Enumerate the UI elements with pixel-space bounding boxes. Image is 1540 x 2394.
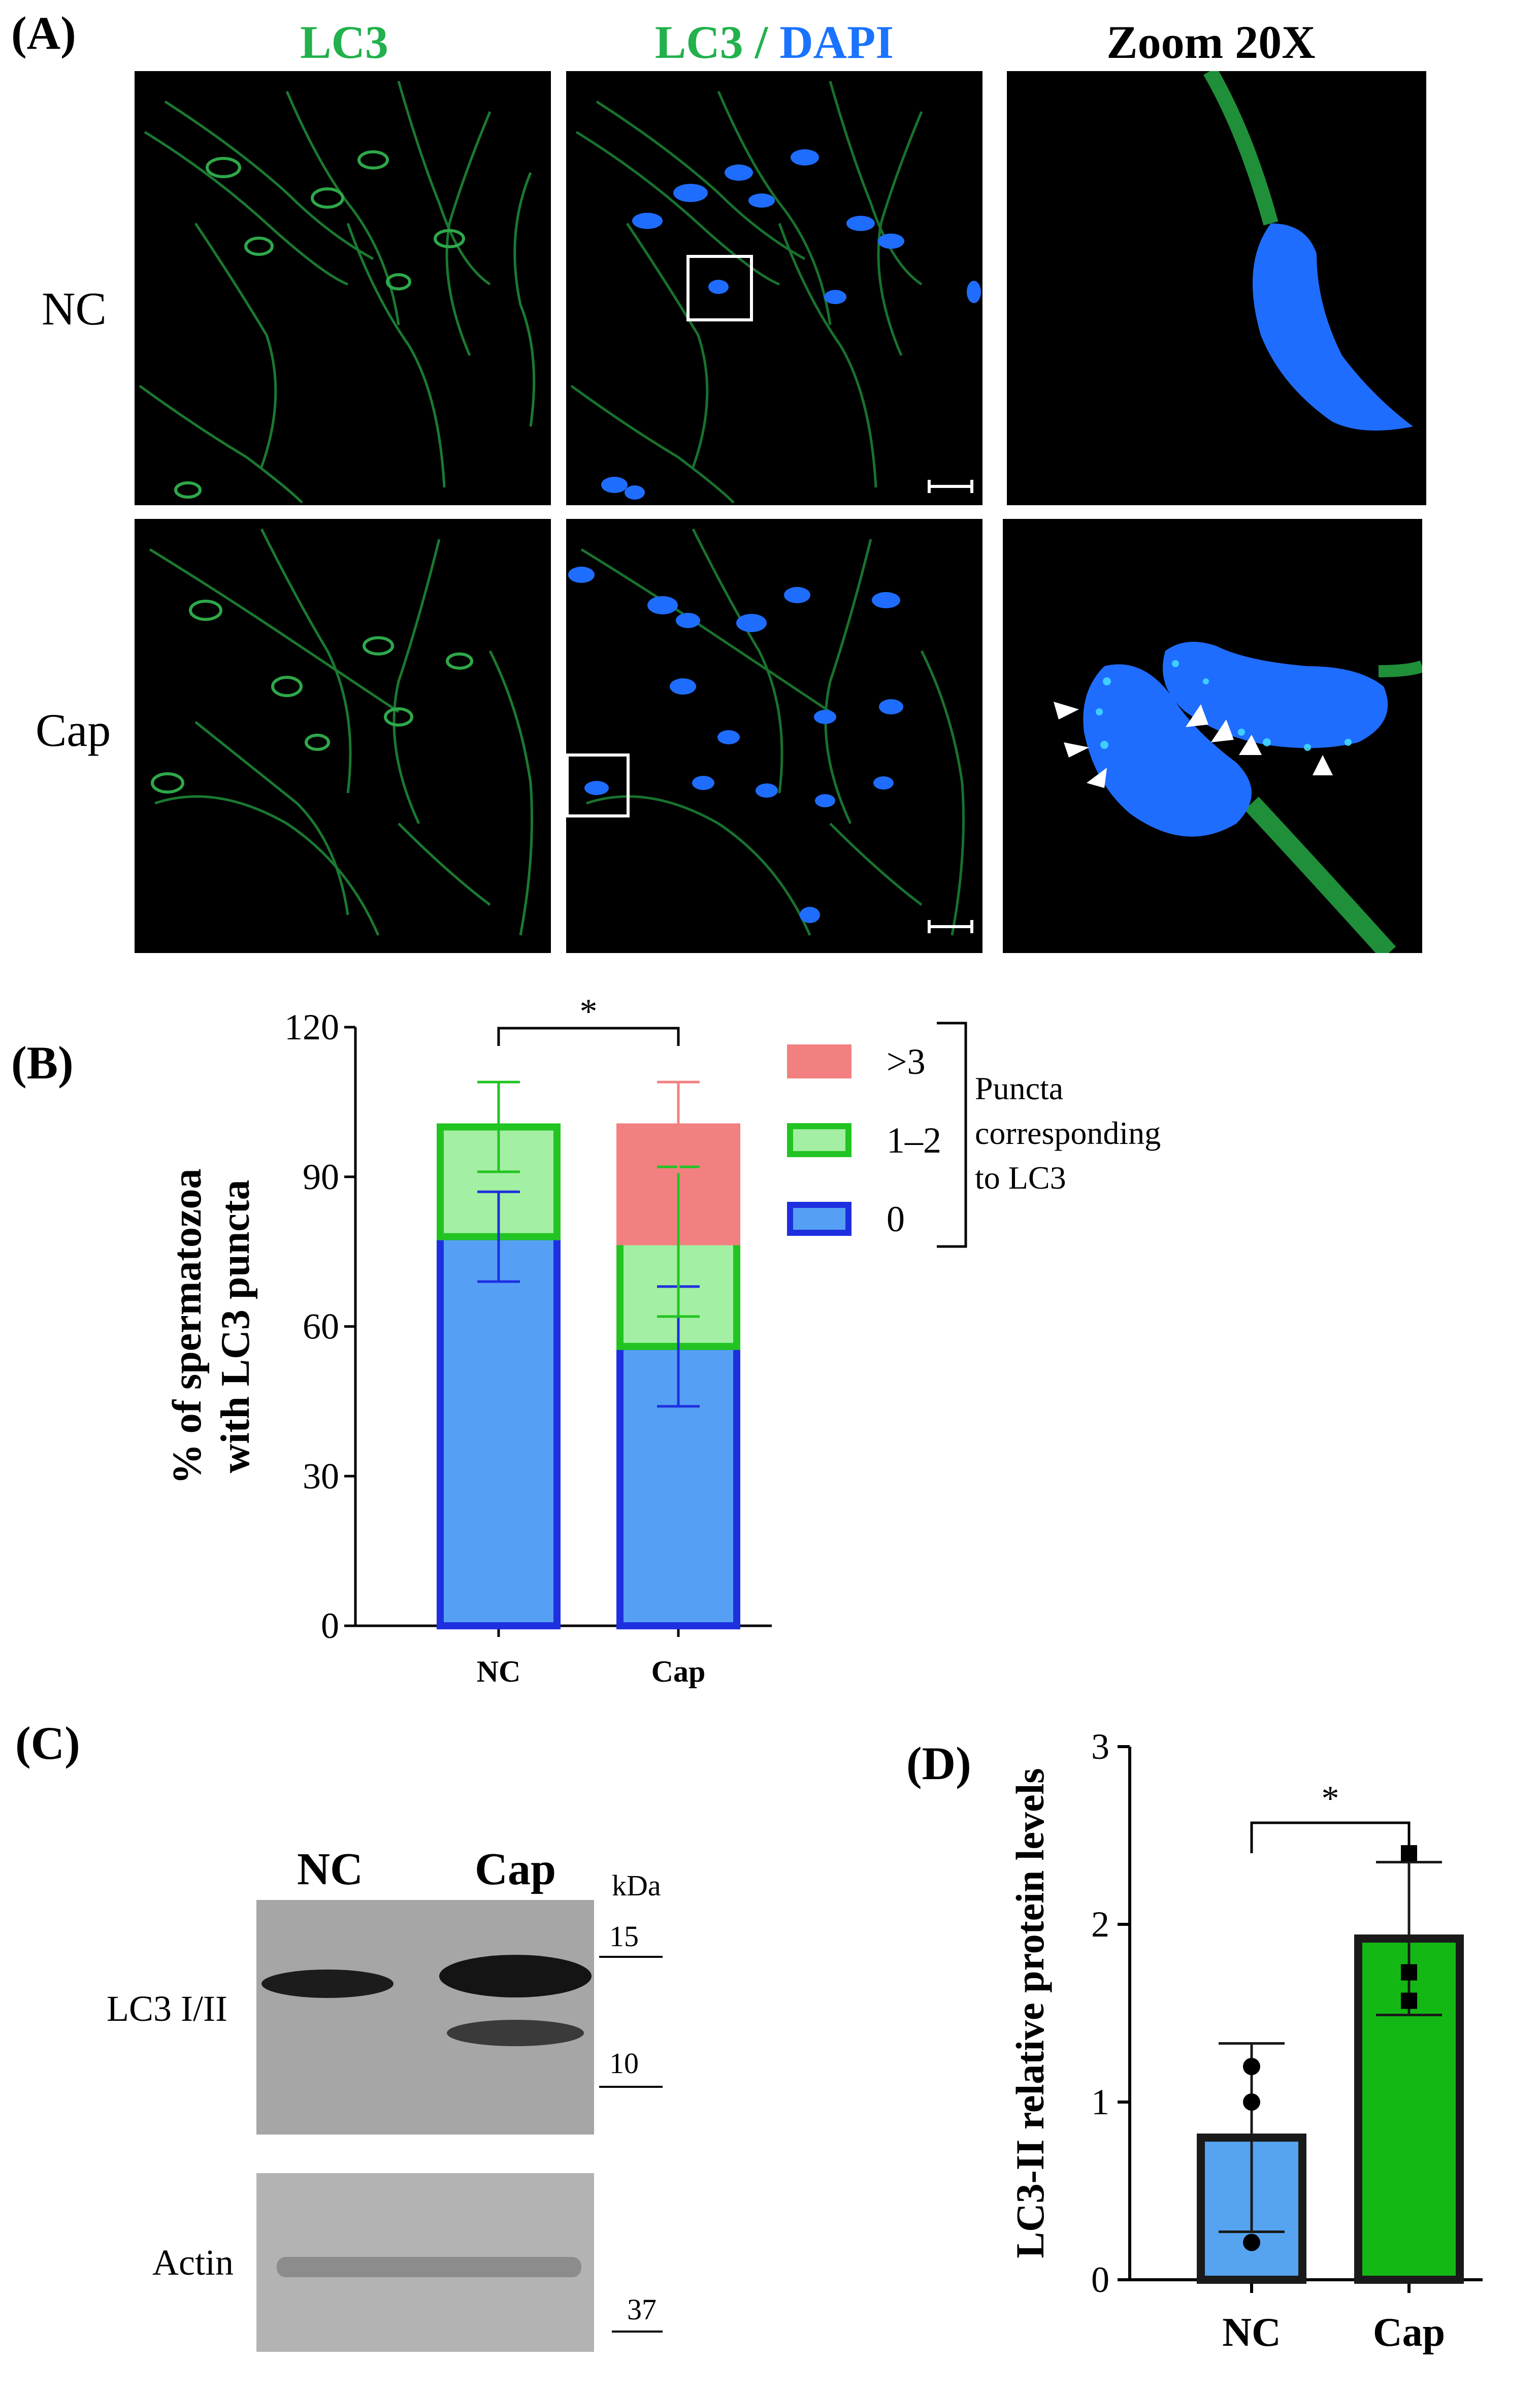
legend-title: Puncta corresponding to LC3 [975,1070,1161,1196]
data-point [1401,1845,1417,1861]
significance-star: * [1322,1779,1339,1818]
panel-b-label: (B) [11,1037,74,1089]
x-tick-label: Cap [1373,2310,1445,2355]
blot-actin-image [256,2173,594,2352]
column-header-merge: LC3 / DAPI [566,15,982,69]
merge-dapi-label: DAPI [779,16,894,68]
legend-bracket [937,1022,967,1248]
y-tick-label: 30 [303,1456,339,1496]
legend-title-line: Puncta [975,1070,1063,1106]
column-header-zoom: Zoom 20X [1106,16,1316,68]
blot-lane-cap: Cap [475,1844,556,1894]
marker-15-line [599,1956,663,1958]
y-tick-label: 1 [1091,2082,1109,2122]
y-tick-label: 120 [284,1007,339,1047]
y-axis-label-line: with LC3 puncta [213,1180,258,1473]
y-tick-label: 0 [1091,2259,1109,2300]
data-point [1243,2234,1260,2251]
marker-37-line [612,2331,663,2333]
data-point [1401,1964,1417,1981]
merge-lc3-label: LC3 [654,16,743,68]
micrograph-nc-lc3 [135,71,551,505]
marker-10: 10 [609,2047,639,2080]
blot-target-label: LC3 I/II [107,1988,227,2029]
panel-c-label: (C) [15,1717,80,1769]
micrograph-nc-zoom [1007,71,1426,505]
legend-title-line: corresponding [975,1115,1161,1151]
legend-swatch-0 [787,1202,851,1236]
blot-unit-label: kDa [612,1869,661,1902]
significance-star: * [580,992,598,1031]
y-axis-label-line: % of spermatozoa [165,1168,210,1484]
x-tick-label: NC [477,1655,521,1688]
marker-10-line [599,2086,663,2088]
data-point [1243,2058,1260,2075]
x-tick-label: Cap [651,1655,706,1688]
blot-loading-label: Actin [152,2242,234,2283]
micrograph-cap-zoom [1003,519,1422,953]
legend-swatch->3 [787,1044,851,1078]
y-axis-label: % of spermatozoawith LC3 puncta [165,1168,258,1484]
marker-37: 37 [627,2293,657,2326]
micrograph-nc-merge [566,71,982,505]
merge-separator: / [743,16,780,68]
y-tick-label: 60 [303,1306,339,1347]
significance-bracket [1250,1821,1411,1853]
bar-0-NC [437,1233,561,1629]
data-point [1243,2093,1260,2111]
legend-label-1–2: 1–2 [887,1120,941,1161]
panel-a-label: (A) [11,7,76,59]
bar-Cap [1354,1934,1464,2284]
row-label-cap: Cap [36,704,111,756]
micrograph-cap-lc3 [135,519,551,953]
marker-15: 15 [609,1920,639,1953]
legend-swatch-1–2 [787,1123,851,1157]
blot-lc3-image [256,1900,594,2135]
y-tick-label: 90 [303,1157,339,1197]
legend-label-0: 0 [887,1199,905,1239]
y-axis-label: LC3-II relative protein levels [1008,1768,1052,2258]
y-tick-label: 3 [1091,1726,1109,1767]
blot-lane-nc: NC [297,1844,363,1894]
x-tick-label: NC [1222,2310,1281,2355]
data-point [1401,1992,1417,2009]
stacked-bar-chart: 0 30 60 90 120 NC Cap * % of spermatozoawith LC3… [165,992,1161,1688]
lc3-ii-bar-chart: 0 1 2 3 NC Cap * LC3-II relative protein levels [1008,1726,1483,2355]
y-tick-label: 0 [321,1605,339,1646]
micrograph-cap-merge [566,519,982,953]
panel-d-label: (D) [906,1737,971,1789]
column-header-lc3: LC3 [300,16,388,68]
legend-title-line: to LC3 [975,1160,1066,1196]
row-label-nc: NC [42,283,107,335]
legend-label->3: >3 [887,1041,926,1082]
y-tick-label: 2 [1091,1904,1109,1945]
significance-bracket [497,1027,680,1046]
